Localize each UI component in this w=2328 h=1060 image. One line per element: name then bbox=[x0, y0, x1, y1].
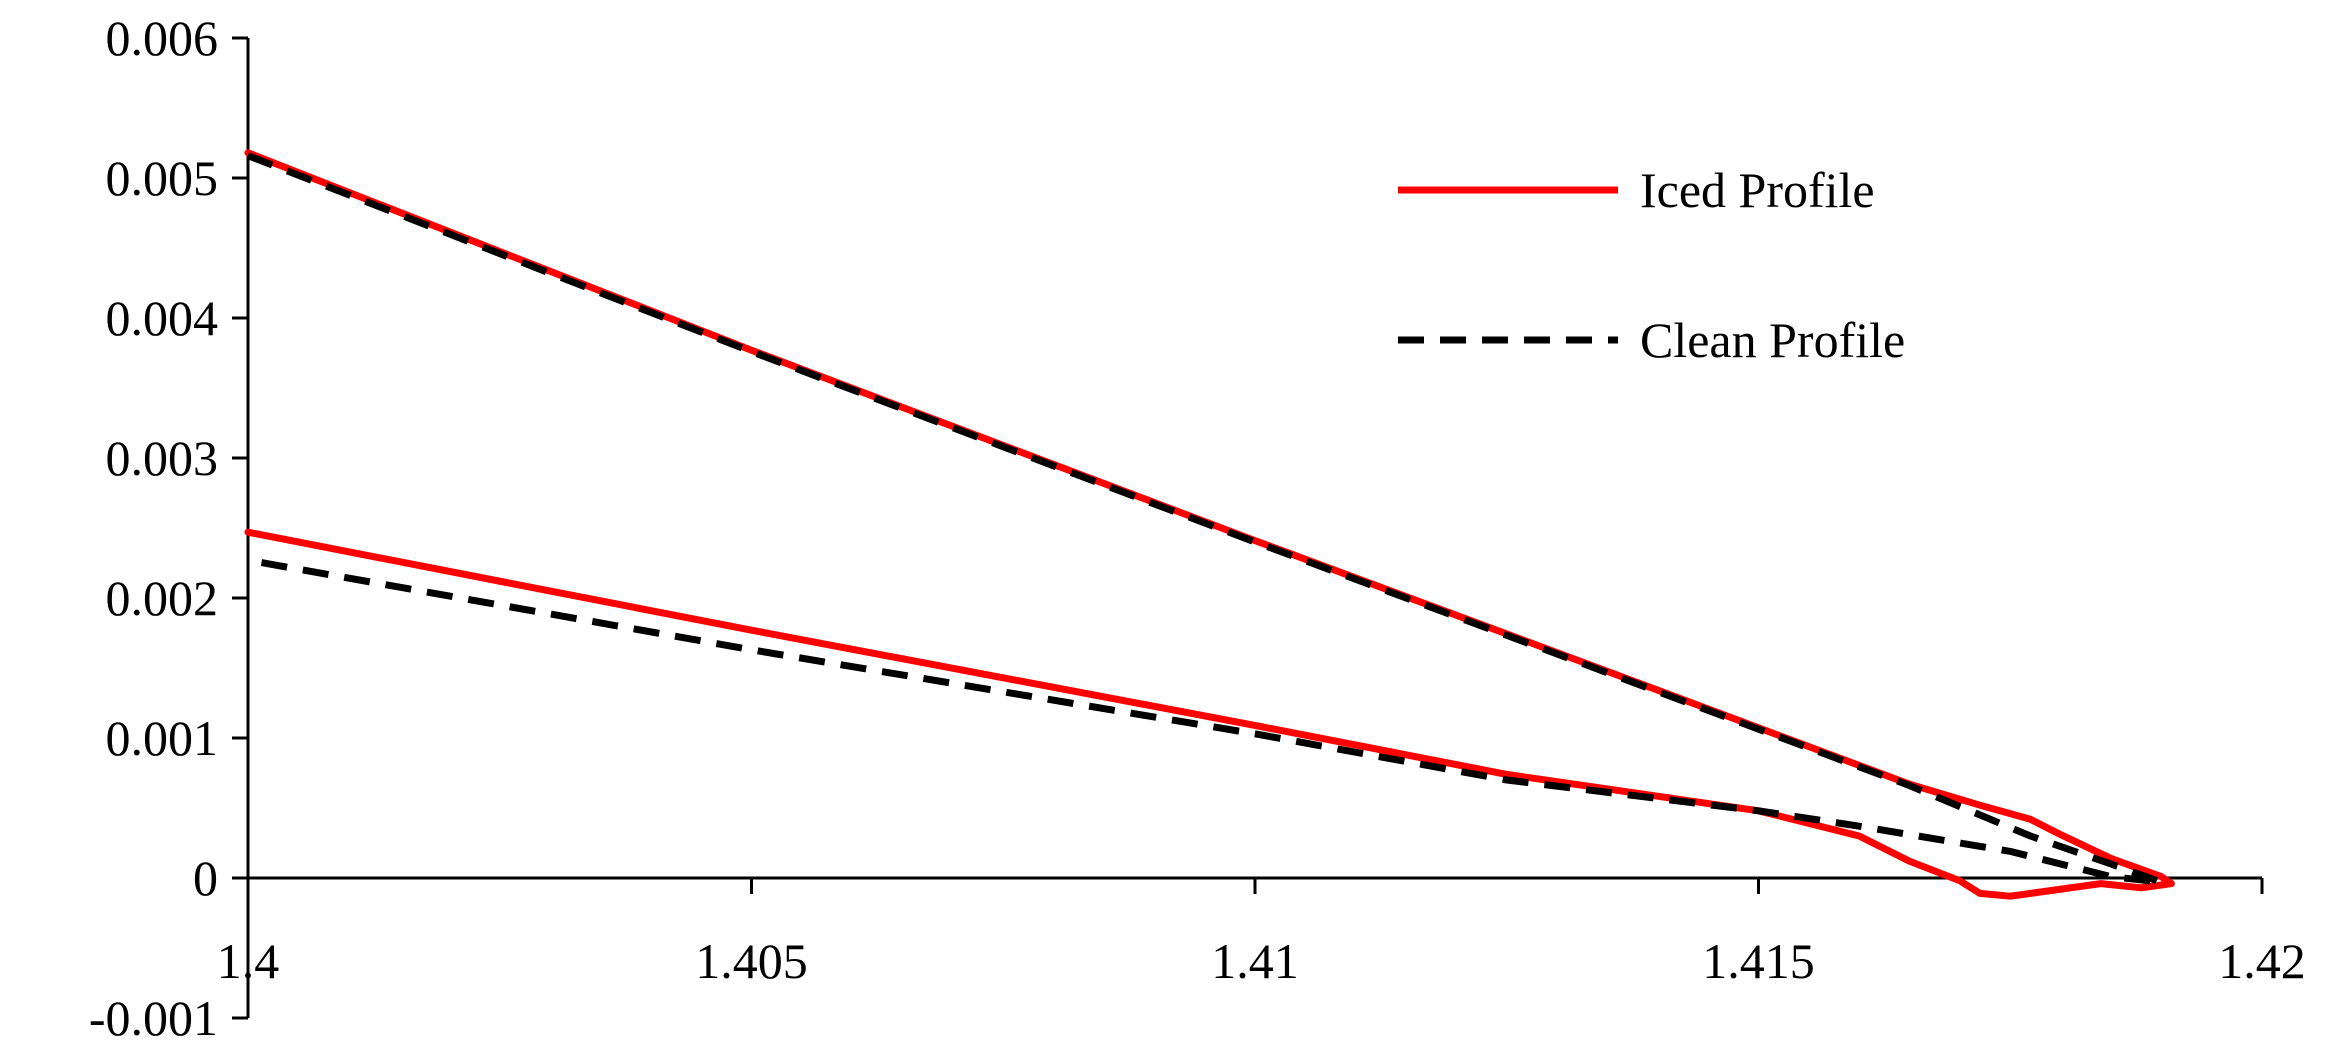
x-tick-label: 1.41 bbox=[1211, 933, 1299, 989]
y-tick-label: 0.006 bbox=[106, 10, 219, 66]
series-layer bbox=[244, 149, 2175, 900]
y-tick-label: 0.001 bbox=[106, 710, 219, 766]
y-tick-label: 0.003 bbox=[106, 430, 219, 486]
y-tick-label: 0 bbox=[193, 850, 218, 906]
x-tick-label: 1.415 bbox=[1702, 933, 1815, 989]
legend-label: Clean Profile bbox=[1640, 312, 1905, 368]
x-tick-label: 1.405 bbox=[695, 933, 808, 989]
y-tick-label: 0.004 bbox=[106, 290, 219, 346]
axes: -0.001 0 0.001 0.002 0.003 0.004 0.005 0.006 1.4… bbox=[89, 10, 2306, 1046]
y-tick-label: 0.005 bbox=[106, 150, 219, 206]
legend-label: Iced Profile bbox=[1640, 162, 1875, 218]
series-line-clean-profile bbox=[246, 152, 2165, 886]
y-tick-label: -0.001 bbox=[89, 990, 218, 1046]
legend: Iced Profile Clean Profile bbox=[1398, 162, 1905, 368]
x-tick-label: 1.4 bbox=[217, 933, 280, 989]
y-tick-label: 0.002 bbox=[106, 570, 219, 626]
x-tick-label: 1.42 bbox=[2218, 933, 2306, 989]
